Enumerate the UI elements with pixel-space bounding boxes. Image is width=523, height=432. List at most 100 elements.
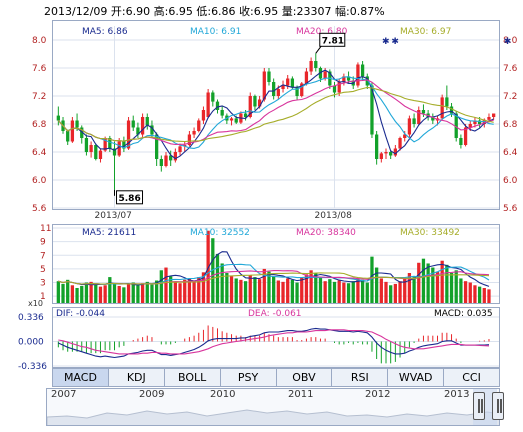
candle — [164, 155, 168, 166]
volume-bar — [379, 278, 383, 303]
tab-boll[interactable]: BOLL — [164, 368, 221, 387]
y-tick-label: 6.0 — [503, 176, 518, 186]
navigator-sparkline — [47, 389, 499, 425]
volume-bar — [192, 281, 196, 303]
volume-bar — [66, 279, 70, 303]
volume-bar — [375, 267, 379, 303]
tab-rsi[interactable]: RSI — [332, 368, 389, 387]
y-tick-label: 6.8 — [503, 120, 518, 130]
volume-bar — [351, 281, 355, 303]
year-label: 2009 — [139, 389, 165, 400]
volume-legend-item: MA5: 21611 — [82, 228, 136, 238]
high-value: 6.95 — [168, 5, 193, 18]
volume-bar — [332, 281, 337, 303]
candle — [384, 152, 388, 154]
low-label: 低: — [196, 5, 212, 18]
candle — [393, 148, 397, 156]
candle — [421, 110, 426, 114]
navigator-left-handle[interactable] — [473, 392, 485, 420]
volume-value: 23307 — [296, 5, 332, 18]
navigator-years: 2007 2009 2010 2011 2012 2013 — [47, 389, 499, 401]
volume-bar — [197, 277, 201, 303]
volume-bar — [229, 276, 234, 303]
volume-legend-item: MA30: 33492 — [400, 228, 460, 238]
volume-bar — [473, 285, 477, 303]
volume-bar — [215, 253, 220, 303]
change-value: 0.87% — [349, 5, 385, 18]
candle — [89, 145, 93, 152]
candle — [290, 78, 295, 88]
candle — [449, 106, 454, 114]
tab-cci[interactable]: CCI — [444, 368, 500, 387]
volume-bar — [108, 277, 112, 303]
candle — [487, 117, 491, 120]
volume-bar — [248, 275, 252, 303]
candle — [98, 150, 103, 159]
volume-panel[interactable] — [52, 224, 500, 304]
candle — [262, 71, 266, 100]
tab-kdj[interactable]: KDJ — [108, 368, 165, 387]
volume-bar — [365, 282, 369, 303]
time-navigator[interactable]: 2007 2009 2010 2011 2012 2013 — [46, 388, 500, 426]
volume-bar — [276, 280, 280, 303]
candle — [94, 145, 98, 159]
volume-bar — [187, 278, 192, 303]
candle — [342, 76, 346, 82]
volume-bar — [431, 267, 435, 303]
year-label: 2013 — [444, 389, 470, 400]
volume-bar — [178, 283, 182, 303]
open-value: 6.90 — [125, 5, 151, 18]
volume-bar — [421, 258, 426, 303]
quote-date: 2013/12/09 — [44, 5, 108, 18]
volume-bar — [164, 267, 168, 303]
candle — [145, 117, 149, 126]
min-label-box — [116, 190, 144, 205]
candle — [356, 64, 360, 86]
volume-bar — [370, 256, 374, 303]
candle — [365, 76, 369, 86]
tab-macd[interactable]: MACD — [52, 368, 109, 387]
candle — [211, 92, 215, 102]
candle — [477, 120, 482, 124]
candle — [243, 113, 248, 117]
y-tick-label: 7.2 — [32, 92, 46, 102]
volume-bar — [126, 283, 131, 303]
volume-bar — [183, 279, 187, 303]
candle — [309, 61, 313, 72]
candle — [108, 138, 112, 149]
candle — [300, 83, 304, 96]
event-marker-icon: ✱ — [504, 37, 512, 47]
volume-bar — [75, 288, 79, 303]
volume-bar — [487, 289, 491, 303]
y-tick-label: 6.4 — [32, 148, 47, 158]
candle — [197, 120, 201, 131]
y-tick-label: 5.6 — [32, 204, 47, 214]
volume-bar — [253, 277, 257, 303]
volume-bar — [328, 279, 332, 303]
tab-psy[interactable]: PSY — [220, 368, 277, 387]
macd-tick-label: 0.336 — [18, 313, 44, 323]
volume-bar — [257, 279, 262, 303]
candle — [473, 120, 477, 124]
candle — [229, 118, 234, 121]
price-legend-item: MA30: 6.97 — [400, 27, 451, 37]
volume-bar — [290, 279, 295, 303]
tab-wvad[interactable]: WVAD — [388, 368, 445, 387]
volume-bar — [295, 282, 299, 303]
open-label: 开: — [110, 5, 126, 18]
candle — [445, 97, 449, 107]
volume-bar — [482, 288, 486, 303]
candle — [431, 117, 435, 121]
volume-bar — [272, 276, 276, 303]
volume-bar — [407, 273, 412, 303]
candle — [169, 155, 173, 161]
volume-bar — [309, 270, 313, 303]
volume-bar — [417, 262, 421, 303]
navigator-right-handle[interactable] — [492, 392, 504, 420]
candle — [375, 134, 379, 159]
year-label: 2012 — [365, 389, 391, 400]
close-label: 收: — [239, 5, 254, 18]
tab-obv[interactable]: OBV — [276, 368, 333, 387]
candle — [112, 148, 117, 156]
volume-bar — [145, 281, 149, 303]
